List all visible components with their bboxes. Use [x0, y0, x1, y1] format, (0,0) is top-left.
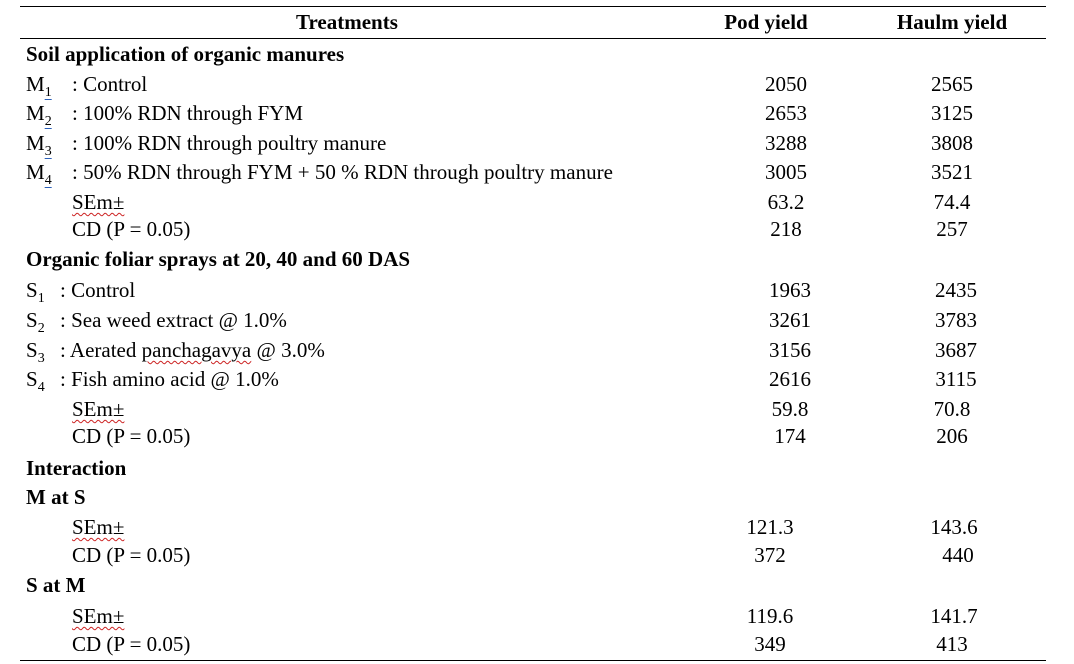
treatment-code: M2: [26, 101, 52, 130]
cd-label: CD (P = 0.05): [72, 632, 191, 656]
treatment-label: : Sea weed extract @ 1.0%: [60, 308, 287, 332]
pod-cd-value: 174: [774, 424, 806, 448]
treatment-code: S4: [26, 367, 45, 396]
cd-label: CD (P = 0.05): [72, 543, 191, 567]
pod-yield-value: 3156: [769, 338, 811, 362]
pod-yield-value: 3261: [769, 308, 811, 332]
haulm-yield-value: 2435: [935, 278, 977, 302]
treatment-label: : Control: [72, 72, 148, 96]
pod-sem-value: 121.3: [746, 515, 794, 539]
haulm-cd-value: 413: [936, 632, 968, 656]
pod-sem-value: 63.2: [767, 190, 805, 214]
haulm-cd-value: 257: [936, 217, 968, 241]
treatment-label: : 50% RDN through FYM + 50 % RDN through…: [72, 160, 613, 184]
top-rule: [20, 6, 1046, 7]
pod-yield-value: 2050: [765, 72, 807, 96]
treatment-label: : 100% RDN through FYM: [72, 101, 304, 125]
header-pod-yield: Pod yield: [724, 10, 808, 34]
haulm-yield-value: 3115: [935, 367, 977, 391]
header-haulm-yield: Haulm yield: [896, 10, 1008, 34]
treatment-label: : Fish amino acid @ 1.0%: [60, 367, 279, 391]
treatment-code: S3: [26, 338, 45, 367]
haulm-sem-value: 74.4: [933, 190, 971, 214]
treatment-code: S2: [26, 308, 45, 337]
haulm-sem-value: 70.8: [933, 397, 971, 421]
section-title-soil: Soil application of organic manures: [26, 42, 345, 66]
treatment-label: : Control: [60, 278, 136, 302]
treatment-label: : 100% RDN through poultry manure: [72, 131, 387, 155]
treatment-code: M3: [26, 131, 52, 160]
pod-sem-value: 59.8: [771, 397, 809, 421]
pod-cd-value: 349: [754, 632, 786, 656]
haulm-yield-value: 3521: [931, 160, 973, 184]
cd-label: CD (P = 0.05): [72, 217, 191, 241]
treatment-code: M4: [26, 160, 52, 189]
treatment-code: S1: [26, 278, 45, 307]
cd-label: CD (P = 0.05): [72, 424, 191, 448]
subsection-title-s-at-m: S at M: [26, 573, 86, 597]
section-title-interaction: Interaction: [26, 456, 127, 480]
sem-label: SEm±: [72, 604, 125, 628]
haulm-yield-value: 2565: [931, 72, 973, 96]
header-rule: [20, 38, 1046, 39]
haulm-cd-value: 440: [942, 543, 974, 567]
sem-label: SEm±: [72, 397, 125, 421]
treatment-label: : Aerated panchagavya @ 3.0%: [60, 338, 325, 362]
haulm-yield-value: 3687: [935, 338, 977, 362]
pod-yield-value: 3288: [765, 131, 807, 155]
pod-yield-value: 3005: [765, 160, 807, 184]
pod-sem-value: 119.6: [746, 604, 794, 628]
haulm-yield-value: 3125: [931, 101, 973, 125]
pod-yield-value: 2616: [769, 367, 811, 391]
bottom-rule: [20, 660, 1046, 661]
pod-cd-value: 218: [770, 217, 802, 241]
sem-label: SEm±: [72, 190, 125, 214]
yield-table: Treatments Pod yield Haulm yield Soil ap…: [20, 0, 1046, 664]
treatment-code: M1: [26, 72, 52, 101]
subsection-title-m-at-s: M at S: [26, 485, 86, 509]
section-title-foliar: Organic foliar sprays at 20, 40 and 60 D…: [26, 247, 411, 271]
haulm-sem-value: 141.7: [930, 604, 978, 628]
haulm-yield-value: 3808: [931, 131, 973, 155]
header-treatments: Treatments: [296, 10, 398, 34]
pod-cd-value: 372: [754, 543, 786, 567]
haulm-cd-value: 206: [936, 424, 968, 448]
haulm-yield-value: 3783: [935, 308, 977, 332]
pod-yield-value: 2653: [765, 101, 807, 125]
sem-label: SEm±: [72, 515, 125, 539]
pod-yield-value: 1963: [769, 278, 811, 302]
haulm-sem-value: 143.6: [930, 515, 978, 539]
